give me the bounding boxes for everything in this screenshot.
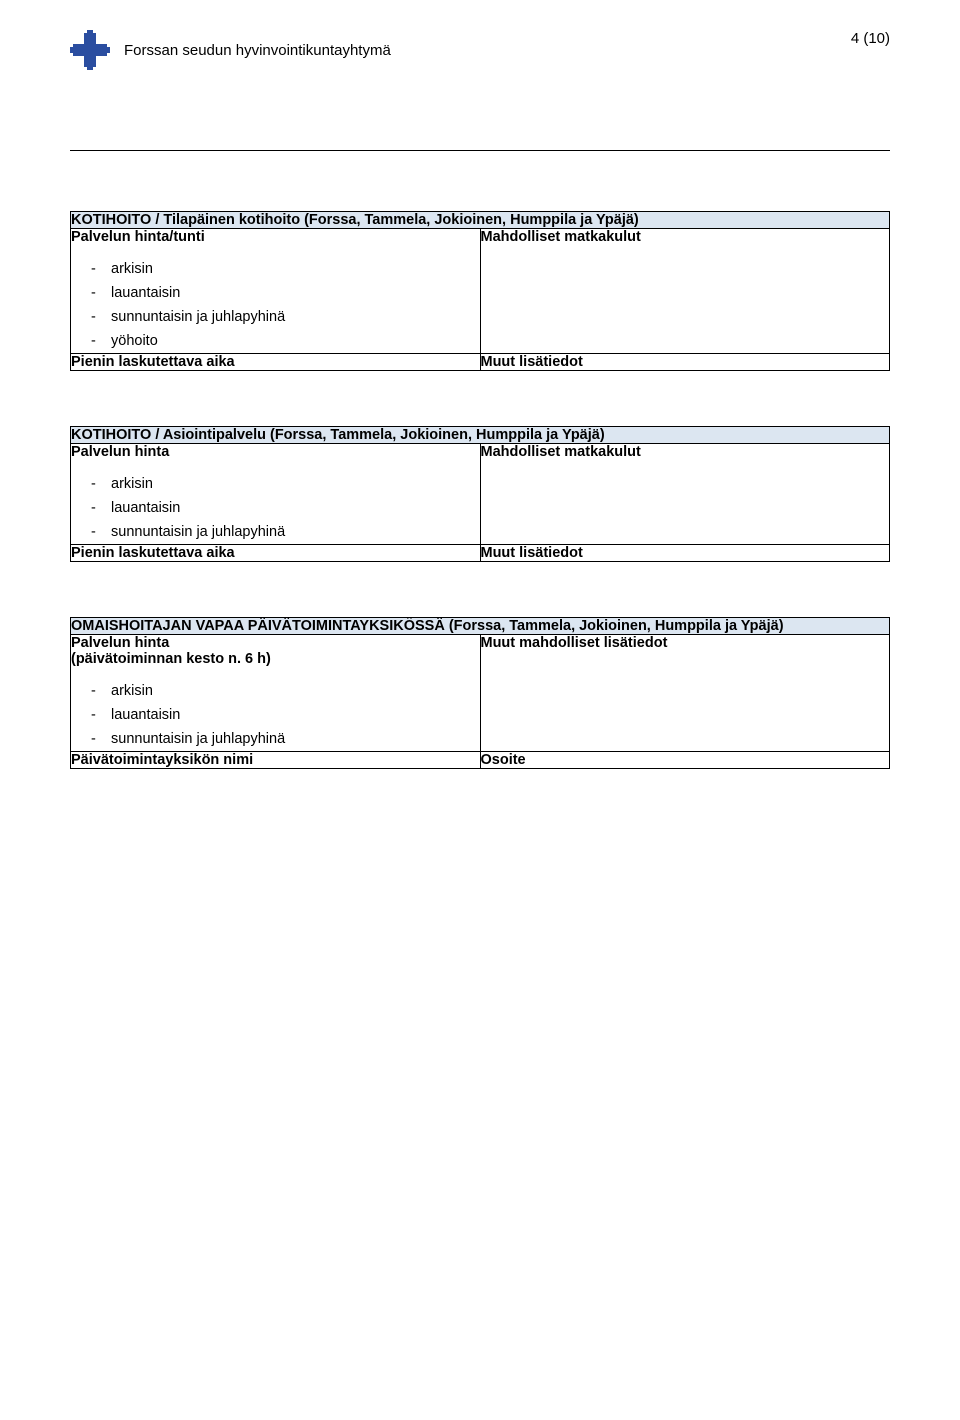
cell-left: Palvelun hinta (päivätoiminnan kesto n. …	[71, 635, 481, 752]
cell-left: Päivätoimintayksikön nimi	[71, 752, 481, 769]
cell-right: Osoite	[480, 752, 890, 769]
list-item: yöhoito	[97, 329, 480, 353]
cell-right: Muut lisätiedot	[480, 545, 890, 562]
item-list: arkisin lauantaisin sunnuntaisin ja juhl…	[71, 679, 480, 751]
list-item: sunnuntaisin ja juhlapyhinä	[97, 520, 480, 544]
section-header: KOTIHOITO / Asiointipalvelu (Forssa, Tam…	[71, 427, 890, 444]
section-header: KOTIHOITO / Tilapäinen kotihoito (Forssa…	[71, 212, 890, 229]
org-logo-icon	[70, 30, 110, 70]
form-table-kotihoito-asiointi: KOTIHOITO / Asiointipalvelu (Forssa, Tam…	[70, 426, 890, 562]
cell-left: Palvelun hinta arkisin lauantaisin sunnu…	[71, 444, 481, 545]
page-container: Forssan seudun hyvinvointikuntayhtymä 4 …	[0, 0, 960, 864]
cell-right: Muut lisätiedot	[480, 354, 890, 371]
section-header: OMAISHOITAJAN VAPAA PÄIVÄTOIMINTAYKSIKÖS…	[71, 618, 890, 635]
cell-left: Pienin laskutettava aika	[71, 545, 481, 562]
list-item: arkisin	[97, 257, 480, 281]
org-name: Forssan seudun hyvinvointikuntayhtymä	[124, 42, 391, 59]
cell-right: Mahdolliset matkakulut	[480, 229, 890, 354]
cell-left: Pienin laskutettava aika	[71, 354, 481, 371]
list-item: lauantaisin	[97, 281, 480, 305]
list-item: arkisin	[97, 679, 480, 703]
cell-right: Mahdolliset matkakulut	[480, 444, 890, 545]
item-list: arkisin lauantaisin sunnuntaisin ja juhl…	[71, 257, 480, 353]
list-item: lauantaisin	[97, 496, 480, 520]
list-item: lauantaisin	[97, 703, 480, 727]
form-table-kotihoito-tilapainen: KOTIHOITO / Tilapäinen kotihoito (Forssa…	[70, 211, 890, 371]
cell-right: Muut mahdolliset lisätiedot	[480, 635, 890, 752]
list-item: sunnuntaisin ja juhlapyhinä	[97, 727, 480, 751]
cell-left: Palvelun hinta/tunti arkisin lauantaisin…	[71, 229, 481, 354]
cell-title: Palvelun hinta (päivätoiminnan kesto n. …	[71, 635, 480, 667]
list-item: sunnuntaisin ja juhlapyhinä	[97, 305, 480, 329]
cell-title: Palvelun hinta	[71, 444, 480, 460]
cell-title: Muut mahdolliset lisätiedot	[481, 635, 890, 651]
item-list: arkisin lauantaisin sunnuntaisin ja juhl…	[71, 472, 480, 544]
cell-title: Mahdolliset matkakulut	[481, 444, 890, 460]
page-number: 4 (10)	[851, 30, 890, 47]
page-header: Forssan seudun hyvinvointikuntayhtymä 4 …	[70, 30, 890, 70]
header-left: Forssan seudun hyvinvointikuntayhtymä	[70, 30, 391, 70]
cell-title: Mahdolliset matkakulut	[481, 229, 890, 245]
cell-title: Palvelun hinta/tunti	[71, 229, 480, 245]
list-item: arkisin	[97, 472, 480, 496]
header-divider	[70, 150, 890, 151]
form-table-omaishoitajan: OMAISHOITAJAN VAPAA PÄIVÄTOIMINTAYKSIKÖS…	[70, 617, 890, 769]
